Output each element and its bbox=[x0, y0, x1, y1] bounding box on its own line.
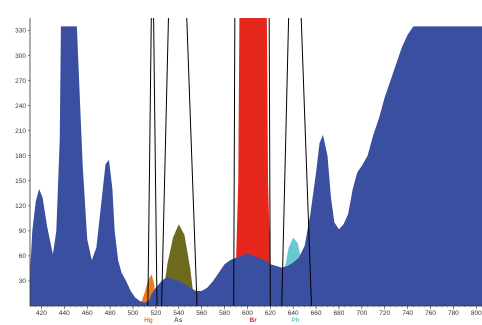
band-label-as: As bbox=[174, 317, 183, 324]
x-tick-label: 420 bbox=[36, 310, 47, 317]
band-label-layer: Hg As Br Ph bbox=[144, 317, 300, 324]
x-tick-label: 760 bbox=[425, 310, 436, 317]
x-tick-label: 680 bbox=[334, 310, 345, 317]
x-tick-label: 740 bbox=[402, 310, 413, 317]
filter-edge-line bbox=[268, 17, 271, 307]
x-tick-label: 640 bbox=[288, 310, 299, 317]
filter-edge-line bbox=[233, 17, 236, 307]
x-tick-label: 520 bbox=[150, 310, 161, 317]
band-label-hg: Hg bbox=[144, 317, 153, 324]
x-tick-label: 620 bbox=[265, 310, 276, 317]
y-tick-label: 240 bbox=[15, 103, 26, 110]
x-tick-label: 460 bbox=[82, 310, 93, 317]
x-tick-label: 480 bbox=[105, 310, 116, 317]
series-layer bbox=[30, 26, 482, 306]
y-tick-label: 90 bbox=[19, 228, 27, 235]
filter-edge-line bbox=[281, 17, 290, 307]
x-tick-label: 500 bbox=[128, 310, 139, 317]
filter-edge-line bbox=[153, 17, 158, 307]
x-tick-label: 580 bbox=[219, 310, 230, 317]
x-tick-label: 540 bbox=[173, 310, 184, 317]
band-br-peak bbox=[234, 18, 272, 306]
filter-edge-line bbox=[300, 17, 312, 307]
y-tick-label: 210 bbox=[15, 128, 26, 135]
x-tick-label: 700 bbox=[356, 310, 367, 317]
x-tick-label: 440 bbox=[59, 310, 70, 317]
spectrum-area bbox=[30, 26, 482, 306]
y-tick-label: 30 bbox=[19, 278, 27, 285]
filter-edge-line bbox=[147, 17, 152, 307]
y-tick-label: 330 bbox=[15, 28, 26, 35]
x-tick-label: 800 bbox=[471, 310, 482, 317]
axis-layer: 30 60 90 120 150 180 210 240 270 300 330 420 440 460 4… bbox=[15, 18, 482, 317]
band-label-ph: Ph bbox=[291, 317, 299, 324]
y-tick-label: 150 bbox=[15, 178, 26, 185]
x-tick-label: 720 bbox=[379, 310, 390, 317]
filter-lines-layer bbox=[147, 17, 312, 307]
x-tick-label: 560 bbox=[196, 310, 207, 317]
x-tick-label: 780 bbox=[448, 310, 459, 317]
y-tick-label: 270 bbox=[15, 78, 26, 85]
y-tick-label: 120 bbox=[15, 203, 26, 210]
filter-edge-line bbox=[161, 17, 169, 307]
filter-edge-line bbox=[186, 17, 198, 307]
y-tick-label: 300 bbox=[15, 53, 26, 60]
x-tick-label: 660 bbox=[311, 310, 322, 317]
y-tick-label: 60 bbox=[19, 253, 27, 260]
y-tick-label: 180 bbox=[15, 153, 26, 160]
x-tick-label: 600 bbox=[242, 310, 253, 317]
band-label-br: Br bbox=[250, 317, 258, 324]
